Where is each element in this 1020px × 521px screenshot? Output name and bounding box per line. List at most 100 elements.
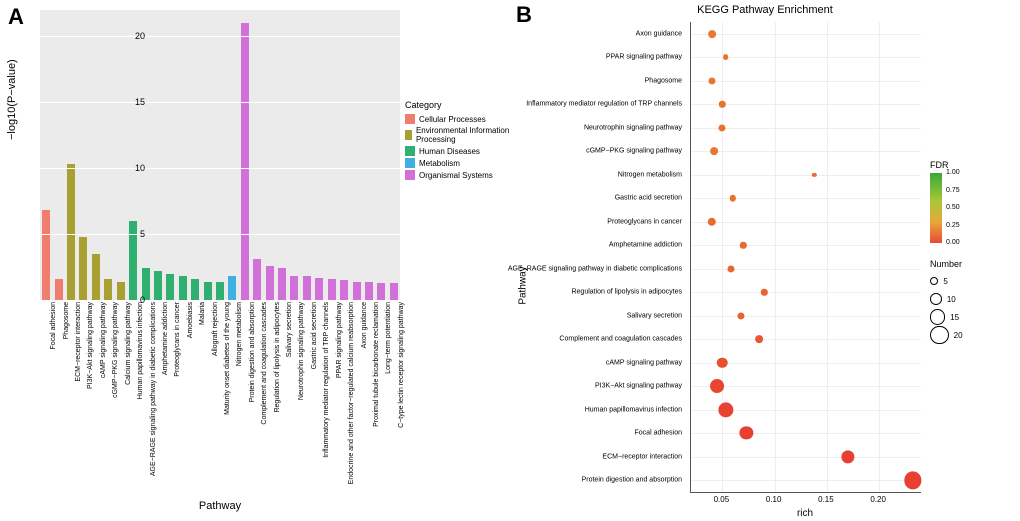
gridline — [722, 22, 723, 492]
legend-item: Human Diseases — [405, 146, 510, 156]
gridline — [40, 102, 400, 103]
dot — [740, 427, 753, 440]
legend-swatch — [405, 170, 415, 180]
gridline — [691, 151, 921, 152]
bar — [204, 282, 212, 300]
size-legend-item: 10 — [930, 290, 963, 308]
ylabel: Regulation of lipolysis in adipocytes — [571, 289, 682, 296]
xtick: 0.05 — [714, 495, 730, 504]
xlabel: Nitrogen metabolism — [236, 302, 243, 502]
dot — [719, 124, 726, 131]
xlabel: Proximal tubule bicarbonate reclamation — [373, 302, 380, 502]
bar — [365, 282, 373, 300]
panel-b-xlabel: rich — [690, 508, 920, 519]
legend-item: Cellular Processes — [405, 114, 510, 124]
panel-a-legend: Category Cellular ProcessesEnvironmental… — [405, 100, 510, 182]
bar — [166, 274, 174, 300]
dot — [740, 242, 746, 248]
panel-a-xlabel: Pathway — [40, 500, 400, 512]
bar — [328, 279, 336, 300]
xlabel: Maturity onset diabetes of the young — [224, 302, 231, 502]
gridline — [691, 480, 921, 481]
bar — [117, 282, 125, 300]
gridline — [775, 22, 776, 492]
bar — [266, 266, 274, 300]
xlabel: Regulation of lipolysis in adipocytes — [274, 302, 281, 502]
gridline — [40, 300, 400, 301]
legend-label: Human Diseases — [419, 147, 480, 156]
xlabel: cGMP−PKG signaling pathway — [112, 302, 119, 502]
xlabel: Amphetamine addiction — [162, 302, 169, 502]
ylabel: PPAR signaling pathway — [606, 54, 682, 61]
bar — [278, 268, 286, 300]
ylabel: Focal adhesion — [635, 430, 682, 437]
gridline — [691, 81, 921, 82]
ylabel: Axon guidance — [636, 30, 682, 37]
dot — [723, 54, 729, 60]
dot — [812, 173, 816, 177]
dot — [761, 289, 767, 295]
dot — [710, 379, 724, 393]
dot — [727, 265, 734, 272]
xlabel: Phagosome — [63, 302, 70, 502]
gridline — [691, 198, 921, 199]
legend-item: Organismal Systems — [405, 170, 510, 180]
gridline — [691, 34, 921, 35]
xlabel: Human papillomavirus infection — [137, 302, 144, 502]
legend-swatch — [405, 158, 415, 168]
xlabel: Neurotrophin signaling pathway — [298, 302, 305, 502]
bar — [55, 279, 63, 300]
dot — [718, 402, 733, 417]
panel-b-title: KEGG Pathway Enrichment — [510, 4, 1020, 16]
panel-a-chart — [40, 10, 400, 300]
bar — [104, 279, 112, 300]
bar — [191, 279, 199, 300]
legend-label: Metabolism — [419, 159, 460, 168]
bar — [241, 23, 249, 300]
bar — [303, 276, 311, 300]
xlabel: PI3K−Akt signaling pathway — [87, 302, 94, 502]
xlabel: Complement and coagulation cascades — [261, 302, 268, 502]
gridline — [691, 104, 921, 105]
gridline — [691, 386, 921, 387]
ylabel: Nitrogen metabolism — [618, 171, 682, 178]
dot — [730, 195, 736, 201]
ytick: 20 — [135, 31, 145, 41]
gridline — [40, 168, 400, 169]
gridline — [691, 175, 921, 176]
legend-swatch — [405, 130, 412, 140]
panel-a-ylabel: −log10(P−value) — [6, 59, 18, 140]
dot — [841, 450, 854, 463]
xlabel: Inflammatory mediator regulation of TRP … — [323, 302, 330, 502]
ylabel: Human papillomavirus infection — [585, 406, 682, 413]
gridline — [40, 36, 400, 37]
gridline — [691, 316, 921, 317]
gridline — [691, 292, 921, 293]
gridline — [879, 22, 880, 492]
dot — [708, 30, 716, 38]
fdr-gradient — [930, 173, 942, 243]
fdr-tick: 0.00 — [946, 239, 960, 246]
panel-b: B KEGG Pathway Enrichment Pathway Axon g… — [510, 0, 1020, 521]
fdr-tick: 0.50 — [946, 204, 960, 211]
bar — [92, 254, 100, 300]
bar — [253, 259, 261, 300]
ylabel: AGE−RAGE signaling pathway in diabetic c… — [508, 265, 682, 272]
xlabel: AGE−RAGE signaling pathway in diabetic c… — [150, 302, 157, 502]
ylabel: Gastric acid secretion — [615, 195, 682, 202]
xlabel: Amoebiasis — [187, 302, 194, 502]
ylabel: Protein digestion and absorption — [582, 477, 682, 484]
ylabel: Inflammatory mediator regulation of TRP … — [526, 101, 682, 108]
size-circle — [930, 293, 942, 305]
ylabel: Proteoglycans in cancer — [607, 218, 682, 225]
gridline — [691, 245, 921, 246]
ylabel: Complement and coagulation cascades — [559, 336, 682, 343]
size-legend: Number 5101520 — [930, 259, 963, 344]
panel-b-legend: FDR 1.000.750.500.250.00 Number 5101520 — [930, 160, 963, 344]
bar — [228, 276, 236, 300]
gridline — [691, 433, 921, 434]
xlabel: Calcium signaling pathway — [125, 302, 132, 502]
dot — [738, 312, 745, 319]
gridline — [691, 269, 921, 270]
size-circle — [930, 326, 949, 345]
